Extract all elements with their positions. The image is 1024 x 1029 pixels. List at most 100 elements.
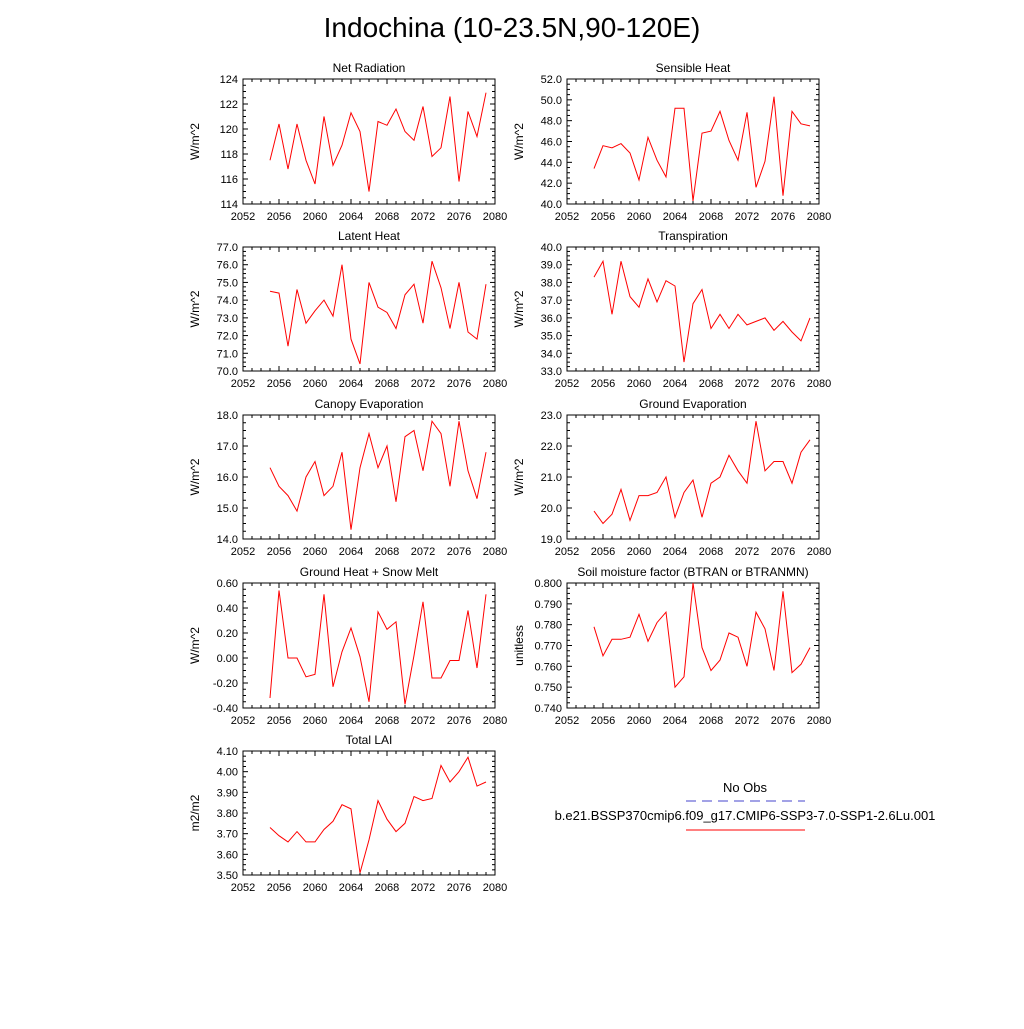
x-tick-label: 2072 xyxy=(735,546,759,558)
x-tick-label: 2056 xyxy=(591,378,615,390)
y-tick-label: 15.0 xyxy=(217,503,238,515)
panel-2: 2052 2056 2060 2064 2068 2072 2076 2080 70.0 71.0… xyxy=(188,229,507,390)
y-tick-label: 36.0 xyxy=(541,313,562,325)
y-tick-label: 3.60 xyxy=(217,849,238,861)
panel-0: 2052 2056 2060 2064 2068 2072 2076 2080 114 116 11… xyxy=(188,61,507,223)
y-tick-label: 70.0 xyxy=(217,366,238,378)
y-tick-label: 22.0 xyxy=(541,441,562,453)
y-tick-label: 40.0 xyxy=(541,199,562,211)
x-tick-label: 2068 xyxy=(699,378,723,390)
y-tick-label: 0.20 xyxy=(217,628,238,640)
x-tick-label: 2060 xyxy=(303,882,327,894)
panel-1: 2052 2056 2060 2064 2068 2072 2076 2080 40.0 42.0… xyxy=(512,61,831,223)
series-line xyxy=(269,419,487,530)
series-line xyxy=(269,756,487,874)
y-tick-label: 44.0 xyxy=(541,157,562,169)
x-tick-label: 2052 xyxy=(231,546,255,558)
y-axis-label: m2/m2 xyxy=(188,794,202,831)
plot-frame xyxy=(566,78,820,205)
panel-title: Net Radiation xyxy=(333,61,406,75)
y-tick-label: -0.40 xyxy=(213,703,238,715)
x-tick-label: 2060 xyxy=(303,546,327,558)
panel-6: 2052 2056 2060 2064 2068 2072 2076 2080 -0.40 -0.… xyxy=(188,565,507,727)
x-tick-label: 2072 xyxy=(411,715,435,727)
series-line xyxy=(593,421,811,525)
x-tick-label: 2052 xyxy=(231,715,255,727)
y-tick-label: 50.0 xyxy=(541,95,562,107)
y-tick-label: 74.0 xyxy=(217,295,238,307)
x-tick-label: 2076 xyxy=(447,882,471,894)
x-tick-label: 2052 xyxy=(231,882,255,894)
x-tick-label: 2080 xyxy=(483,211,507,223)
y-tick-label: 122 xyxy=(220,99,238,111)
y-tick-label: 37.0 xyxy=(541,295,562,307)
x-tick-label: 2072 xyxy=(735,378,759,390)
x-tick-label: 2056 xyxy=(591,715,615,727)
y-tick-label: 75.0 xyxy=(217,277,238,289)
x-tick-label: 2056 xyxy=(267,211,291,223)
x-tick-label: 2064 xyxy=(339,378,363,390)
x-tick-label: 2076 xyxy=(447,378,471,390)
y-axis-label: W/m^2 xyxy=(188,290,202,327)
x-tick-label: 2068 xyxy=(375,211,399,223)
legend: No Obs b.e21.BSSP370cmip6.f09_g17.CMIP6-S… xyxy=(555,780,935,831)
x-tick-label: 2064 xyxy=(663,715,687,727)
plot-frame xyxy=(566,246,820,372)
x-tick-label: 2060 xyxy=(627,546,651,558)
x-tick-label: 2056 xyxy=(591,546,615,558)
y-tick-label: 35.0 xyxy=(541,331,562,343)
panel-title: Soil moisture factor (BTRAN or BTRANMN) xyxy=(577,565,808,579)
panel-title: Canopy Evaporation xyxy=(315,397,424,411)
y-axis-label: W/m^2 xyxy=(188,123,202,160)
panel-title: Total LAI xyxy=(346,733,393,747)
x-tick-label: 2060 xyxy=(303,211,327,223)
x-tick-label: 2052 xyxy=(555,715,579,727)
x-tick-label: 2052 xyxy=(231,378,255,390)
y-tick-label: 77.0 xyxy=(217,242,238,254)
y-tick-label: 0.750 xyxy=(534,682,562,694)
x-tick-label: 2060 xyxy=(303,715,327,727)
x-tick-label: 2064 xyxy=(339,882,363,894)
plot-frame xyxy=(242,246,496,372)
y-tick-label: 38.0 xyxy=(541,277,562,289)
x-tick-label: 2076 xyxy=(447,211,471,223)
y-tick-label: 0.800 xyxy=(534,578,562,590)
y-tick-label: 21.0 xyxy=(541,472,562,484)
x-tick-label: 2072 xyxy=(411,546,435,558)
y-tick-label: 0.60 xyxy=(217,578,238,590)
x-tick-label: 2052 xyxy=(555,546,579,558)
x-tick-label: 2052 xyxy=(555,211,579,223)
y-axis-label: W/m^2 xyxy=(512,458,526,495)
x-tick-label: 2060 xyxy=(627,378,651,390)
x-tick-label: 2068 xyxy=(375,715,399,727)
x-tick-label: 2064 xyxy=(339,211,363,223)
y-tick-label: 0.790 xyxy=(534,599,562,611)
x-tick-label: 2076 xyxy=(447,546,471,558)
x-tick-label: 2080 xyxy=(807,378,831,390)
x-tick-label: 2064 xyxy=(663,378,687,390)
y-tick-label: 39.0 xyxy=(541,260,562,272)
series-line xyxy=(269,590,487,705)
x-tick-label: 2056 xyxy=(267,546,291,558)
plot-frame xyxy=(566,414,820,540)
y-tick-label: 33.0 xyxy=(541,366,562,378)
y-tick-label: 0.770 xyxy=(534,641,562,653)
x-tick-label: 2080 xyxy=(807,715,831,727)
x-tick-label: 2060 xyxy=(627,715,651,727)
y-tick-label: 17.0 xyxy=(217,441,238,453)
y-tick-label: 48.0 xyxy=(541,116,562,128)
x-tick-label: 2056 xyxy=(267,715,291,727)
x-tick-label: 2072 xyxy=(411,882,435,894)
y-tick-label: 19.0 xyxy=(541,534,562,546)
series-line xyxy=(269,261,487,365)
x-tick-label: 2076 xyxy=(771,211,795,223)
x-tick-label: 2076 xyxy=(771,546,795,558)
y-tick-label: 3.50 xyxy=(217,870,238,882)
x-tick-label: 2068 xyxy=(699,715,723,727)
y-tick-label: -0.20 xyxy=(213,678,238,690)
plot-frame xyxy=(242,750,496,876)
series-line xyxy=(269,92,487,192)
panel-title: Transpiration xyxy=(658,229,728,243)
x-tick-label: 2052 xyxy=(555,378,579,390)
